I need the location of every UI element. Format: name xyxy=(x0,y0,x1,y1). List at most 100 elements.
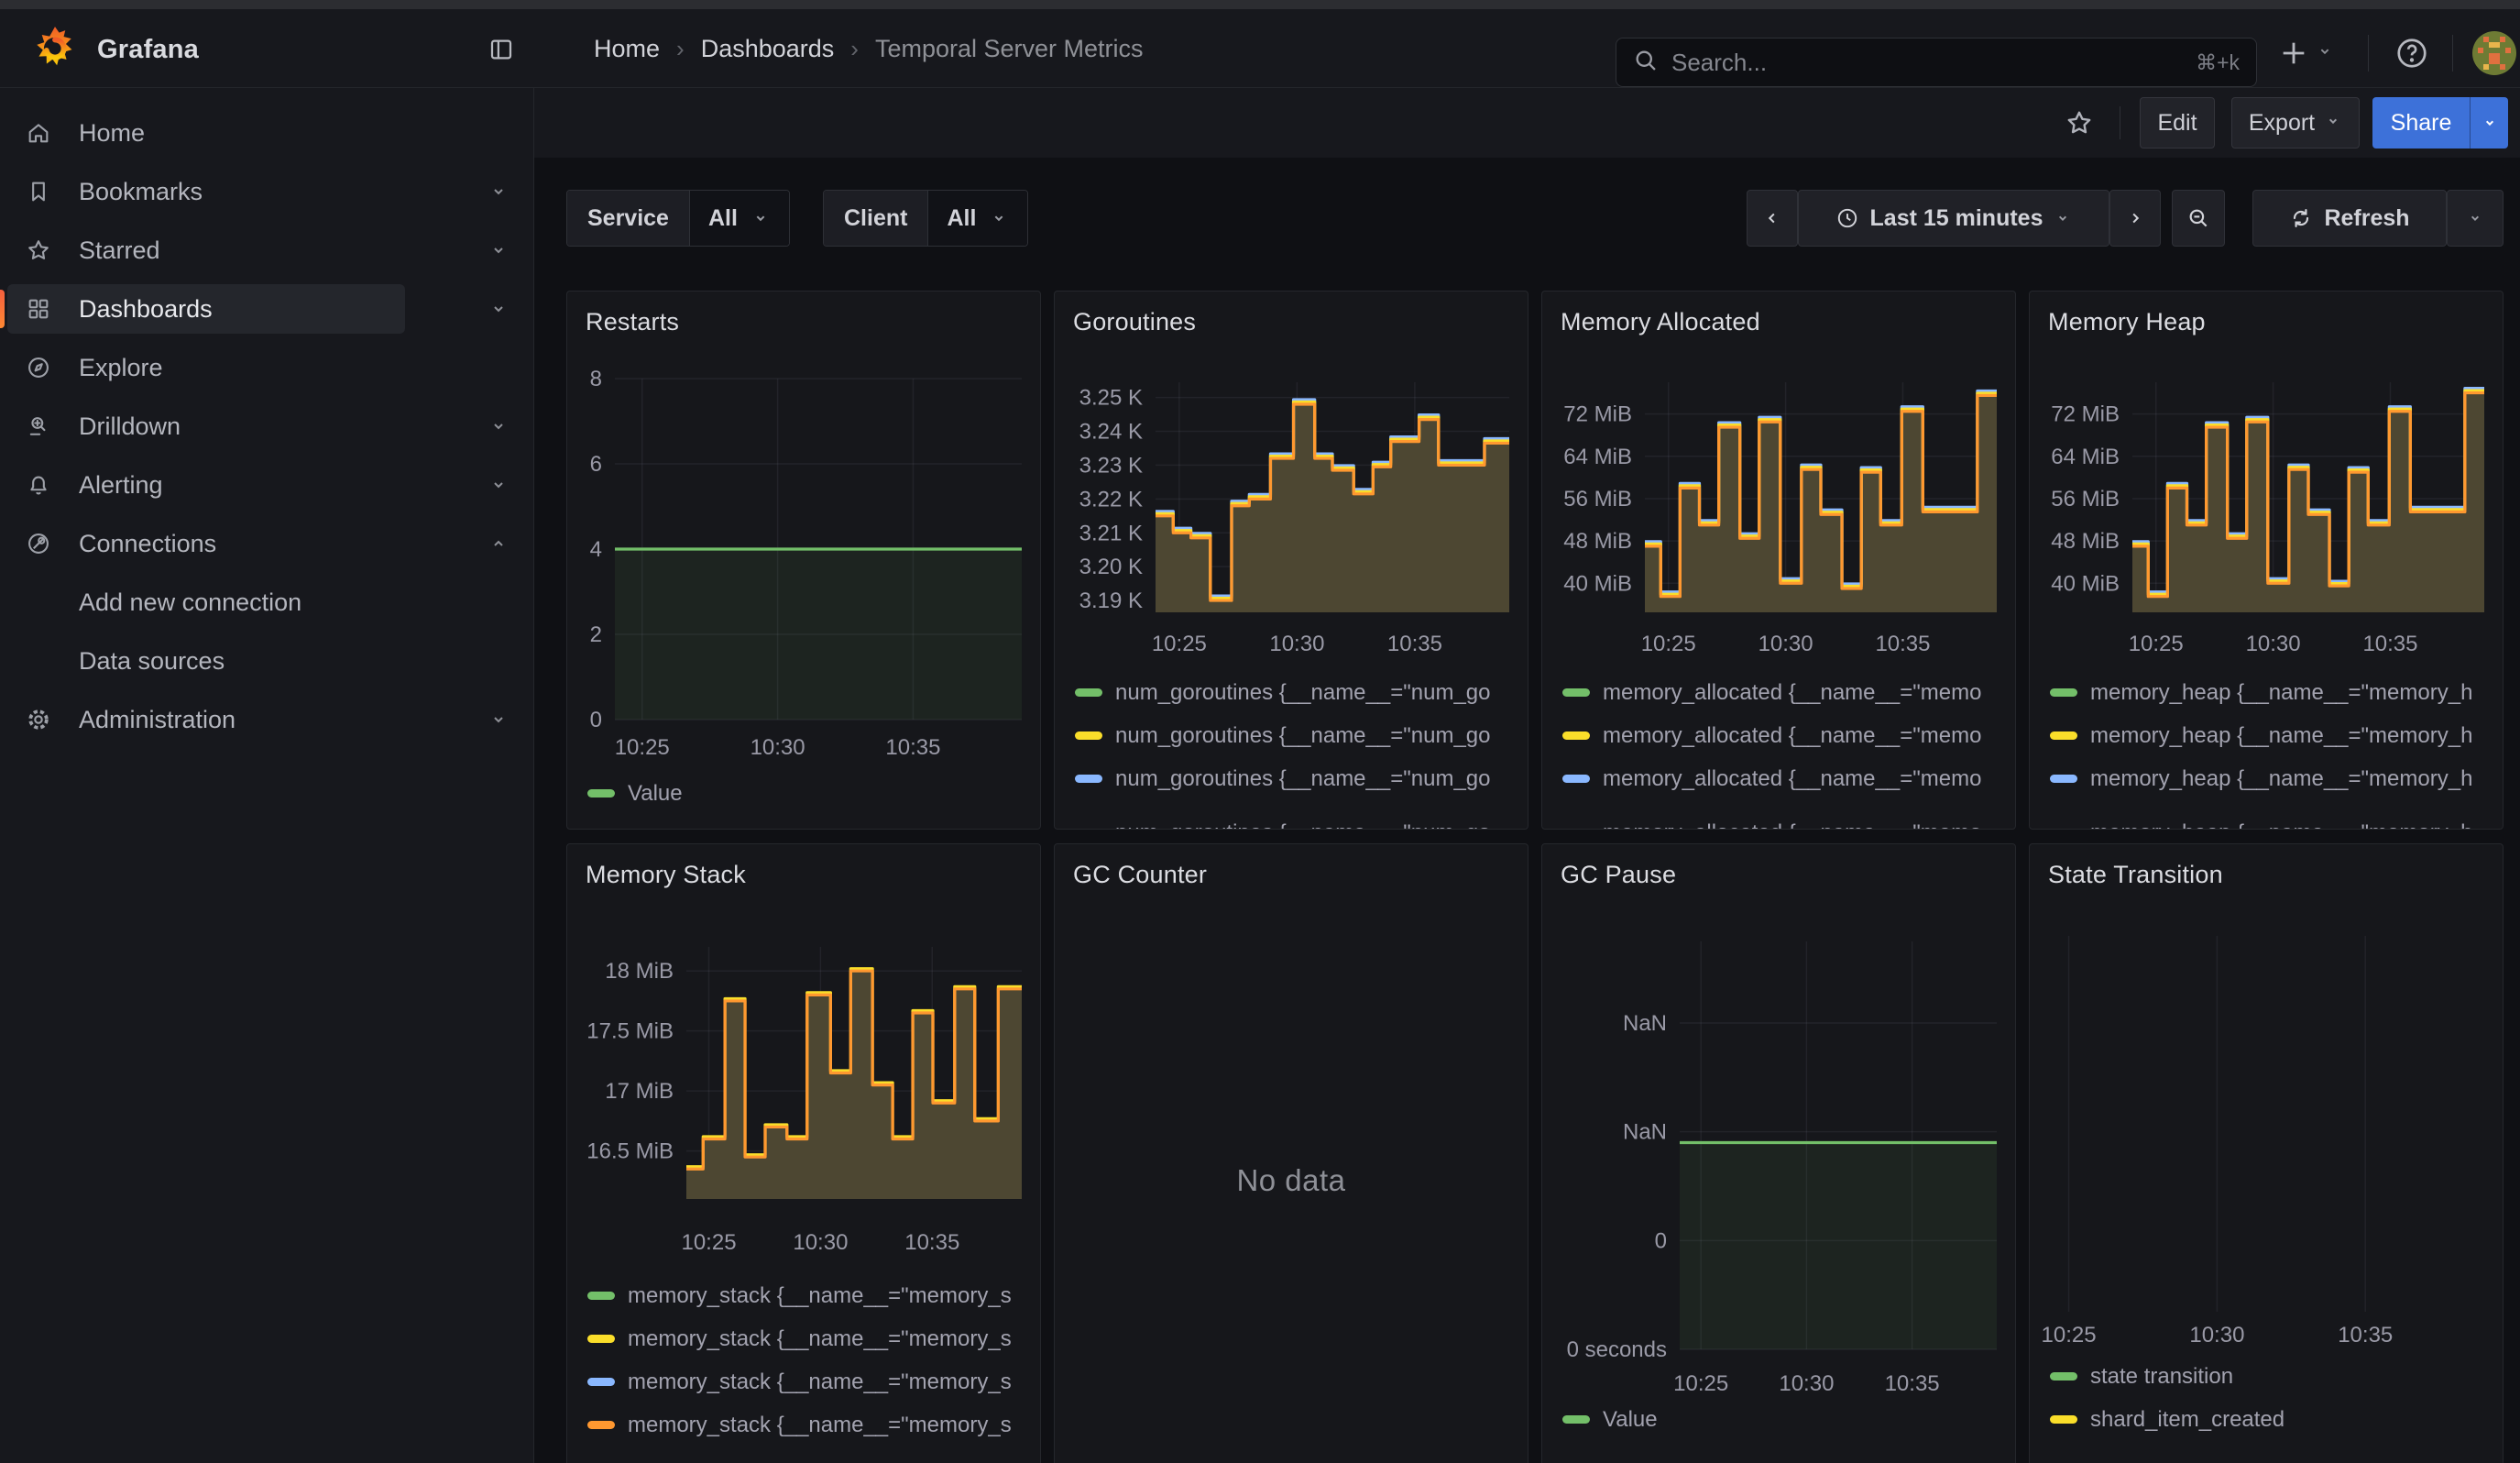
time-range-picker[interactable]: Last 15 minutes xyxy=(1798,190,2109,247)
refresh-button[interactable]: Refresh xyxy=(2252,190,2447,247)
svg-text:3.24 K: 3.24 K xyxy=(1079,420,1143,445)
sidebar-item-starred[interactable]: Starred xyxy=(0,224,524,277)
legend-item[interactable]: memory_stack {__name__="memory_s xyxy=(587,1403,1038,1446)
legend-label: memory_allocated {__name__="memo xyxy=(1603,723,1981,749)
svg-text:3.23 K: 3.23 K xyxy=(1079,453,1143,478)
legend-item[interactable]: memory_allocated {__name__="memo xyxy=(1562,811,2013,830)
panel-memory-allocated: Memory Allocated 72 MiB64 MiB56 MiB48 Mi… xyxy=(1541,291,2016,830)
client-variable-value[interactable]: All xyxy=(928,191,1027,246)
legend-item[interactable]: Value xyxy=(587,772,1038,815)
legend-item[interactable]: num_goroutines {__name__="num_go xyxy=(1075,671,1526,714)
legend-label: num_goroutines {__name__="num_go xyxy=(1115,680,1491,706)
breadcrumb-dashboards[interactable]: Dashboards xyxy=(701,35,835,63)
svg-text:6: 6 xyxy=(590,452,602,477)
legend-swatch xyxy=(2050,688,2077,697)
share-dropdown-button[interactable] xyxy=(2470,97,2508,148)
legend-item[interactable]: memory_stack {__name__="memory_s xyxy=(587,1274,1038,1317)
panel-title[interactable]: GC Counter xyxy=(1073,861,1207,889)
bookmark-icon xyxy=(26,179,51,204)
legend-item[interactable]: num_goroutines {__name__="num_go xyxy=(1075,757,1526,800)
legend-label: memory_allocated {__name__="memo xyxy=(1603,680,1981,706)
legend-item[interactable]: memory_heap {__name__="memory_h xyxy=(2050,714,2501,757)
sidebar-item-connections[interactable]: Connections xyxy=(0,517,524,570)
avatar[interactable] xyxy=(2472,31,2516,75)
zoom-out-button[interactable] xyxy=(2172,190,2225,247)
sidebar-item-administration[interactable]: Administration xyxy=(0,693,524,746)
service-variable-value[interactable]: All xyxy=(690,191,789,246)
sidebar-item-alerting[interactable]: Alerting xyxy=(0,458,524,512)
svg-text:3.21 K: 3.21 K xyxy=(1079,521,1143,545)
legend-swatch xyxy=(587,1335,615,1343)
brand-title: Grafana xyxy=(97,35,199,65)
svg-text:10:30: 10:30 xyxy=(793,1230,848,1255)
chevron-down-icon[interactable] xyxy=(488,181,509,203)
sidebar-item-explore[interactable]: Explore xyxy=(0,341,524,394)
chevron-down-icon[interactable] xyxy=(488,415,509,437)
grafana-logo-icon xyxy=(31,25,79,72)
sidebar-item-drilldown[interactable]: Drilldown xyxy=(0,400,524,453)
legend-item[interactable]: memory_stack {__name__="memory_s xyxy=(587,1317,1038,1360)
chevron-down-icon[interactable] xyxy=(488,298,509,320)
chart-canvas[interactable]: 8642010:2510:3010:35 xyxy=(567,292,1040,829)
time-forward-button[interactable] xyxy=(2109,190,2161,247)
client-variable: Client All xyxy=(823,190,1028,247)
chevron-down-icon[interactable] xyxy=(488,474,509,496)
legend-item[interactable]: memory_heap {__name__="memory_h xyxy=(2050,757,2501,800)
help-icon[interactable] xyxy=(2390,30,2434,76)
chevron-down-icon[interactable] xyxy=(488,239,509,261)
search-shortcut: ⌘+k xyxy=(2196,50,2240,75)
chart-legend: num_goroutines {__name__="num_gonum_goro… xyxy=(1075,671,1526,830)
legend-swatch xyxy=(587,1421,615,1429)
svg-text:0: 0 xyxy=(590,708,602,732)
legend-item[interactable]: num_goroutines {__name__="num_go xyxy=(1075,714,1526,757)
panel-title[interactable]: Goroutines xyxy=(1073,308,1196,336)
export-button[interactable]: Export xyxy=(2231,97,2360,148)
svg-text:10:35: 10:35 xyxy=(2362,632,2417,656)
compass-icon xyxy=(26,355,51,380)
panel-title[interactable]: Memory Allocated xyxy=(1561,308,1760,336)
panel-title[interactable]: Memory Heap xyxy=(2048,308,2206,336)
favorite-star-icon[interactable] xyxy=(2059,104,2099,141)
legend-item[interactable]: memory_heap {__name__="memory_h xyxy=(2050,671,2501,714)
legend-item[interactable]: memory_stack {__name__="memory_s xyxy=(587,1360,1038,1403)
search-bar[interactable]: ⌘+k xyxy=(1616,38,2257,87)
new-menu-button[interactable] xyxy=(2278,30,2335,76)
legend-item[interactable]: state transition xyxy=(2050,1355,2501,1398)
legend-swatch xyxy=(1075,775,1102,783)
legend-item[interactable]: memory_allocated {__name__="memo xyxy=(1562,757,2013,800)
svg-text:16.5 MiB: 16.5 MiB xyxy=(586,1139,674,1164)
refresh-interval-dropdown[interactable] xyxy=(2447,190,2504,247)
legend-item[interactable]: memory_allocated {__name__="memo xyxy=(1562,714,2013,757)
chevron-down-icon[interactable] xyxy=(488,709,509,731)
legend-item[interactable]: memory_allocated {__name__="memo xyxy=(1562,671,2013,714)
chart-legend: state transitionshard_item_created xyxy=(2050,1355,2501,1441)
panel-title[interactable]: State Transition xyxy=(2048,861,2223,889)
legend-item[interactable]: memory_heap {__name__="memory_h xyxy=(2050,811,2501,830)
breadcrumb-home[interactable]: Home xyxy=(594,35,660,63)
svg-text:10:35: 10:35 xyxy=(904,1230,959,1255)
sidebar-item-dashboards[interactable]: Dashboards xyxy=(0,282,524,336)
legend-item[interactable]: shard_item_created xyxy=(2050,1398,2501,1441)
svg-text:17.5 MiB: 17.5 MiB xyxy=(586,1019,674,1044)
sidebar-item-add-new-connection[interactable]: Add new connection xyxy=(0,576,524,629)
panel-title[interactable]: GC Pause xyxy=(1561,861,1676,889)
chart-canvas[interactable]: NaNNaN00 seconds10:2510:3010:35 xyxy=(1542,844,2015,1463)
dock-menu-icon[interactable] xyxy=(486,36,517,63)
share-button[interactable]: Share xyxy=(2372,97,2470,148)
chevron-down-icon xyxy=(751,208,771,228)
legend-item[interactable]: Value xyxy=(1562,1398,2013,1441)
sidebar-item-bookmarks[interactable]: Bookmarks xyxy=(0,165,524,218)
sidebar-item-home[interactable]: Home xyxy=(0,106,524,160)
edit-button[interactable]: Edit xyxy=(2140,97,2215,148)
chevron-down-icon xyxy=(2324,110,2342,137)
svg-text:10:30: 10:30 xyxy=(2189,1323,2244,1348)
panel-title[interactable]: Restarts xyxy=(586,308,679,336)
svg-text:56 MiB: 56 MiB xyxy=(2051,487,2120,512)
chevron-up-icon[interactable] xyxy=(488,533,509,555)
legend-swatch xyxy=(587,1378,615,1386)
sidebar-item-data-sources[interactable]: Data sources xyxy=(0,634,524,688)
search-input[interactable] xyxy=(1671,49,2183,77)
time-back-button[interactable] xyxy=(1747,190,1798,247)
panel-title[interactable]: Memory Stack xyxy=(586,861,746,889)
legend-item[interactable]: num_goroutines {__name__="num_go xyxy=(1075,811,1526,830)
